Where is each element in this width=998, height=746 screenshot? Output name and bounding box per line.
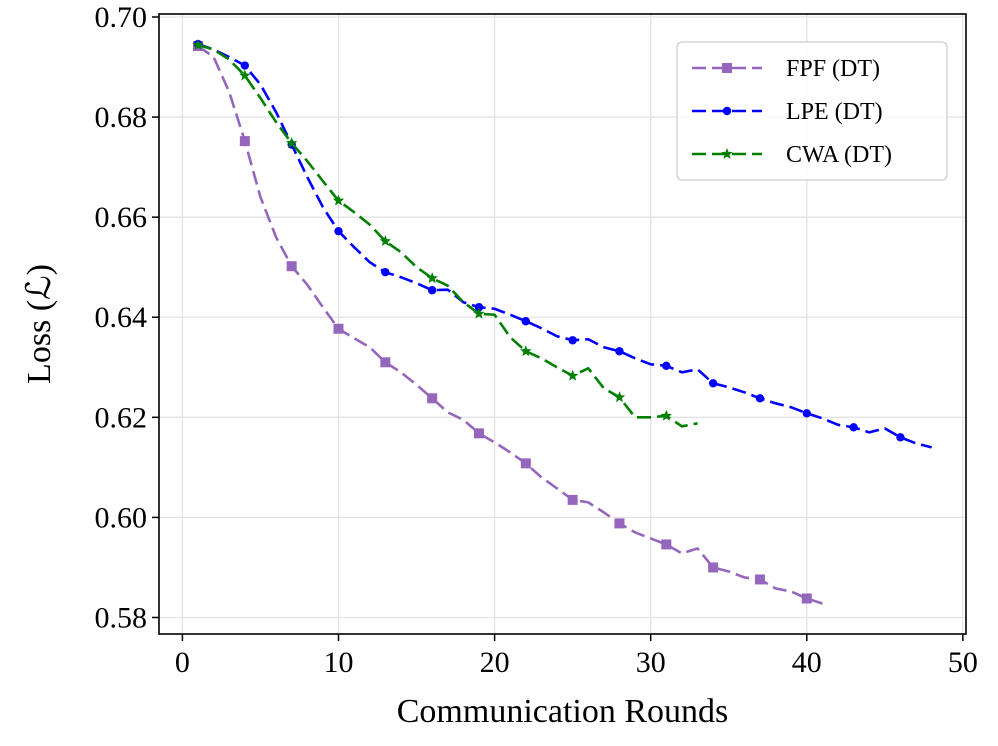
data-point-marker [332,194,345,206]
data-point-marker [615,347,624,356]
data-point-marker [566,369,579,381]
data-point-marker [802,409,811,418]
data-point-marker [333,323,344,334]
series-line [197,44,823,605]
legend-label: LPE (DT) [786,99,883,125]
data-point-marker [754,574,765,585]
data-point-marker [427,393,438,404]
data-point-marker [567,494,578,505]
legend-marker [722,106,732,116]
data-point-marker [662,361,671,370]
y-axis-label: Loss (ℒ) [21,264,58,384]
data-point-marker [521,317,531,326]
data-point-marker [568,336,577,345]
data-point-marker [801,593,812,604]
data-point-marker [661,539,672,550]
axis-ticks: 0 10 20 30 40 50 0.58 0.60 0.62 0.64 0.66 0.68 0.70 [95,1,978,679]
data-point-marker [473,428,484,439]
legend-label: FPF (DT) [786,56,880,82]
data-point-marker [896,433,905,442]
x-axis-label: Communication Rounds [397,693,729,730]
series-fpf [193,41,823,605]
x-tick-label: 30 [636,646,666,679]
data-point-marker [240,61,250,70]
y-tick-label: 0.66 [95,201,148,234]
series-line [197,43,698,428]
legend-item: LPE (DT) [692,99,883,125]
y-tick-label: 0.58 [95,601,148,634]
data-point-marker [427,286,437,295]
data-point-marker [520,345,532,357]
y-tick-label: 0.62 [95,401,148,434]
y-tick-label: 0.68 [95,101,148,134]
data-point-marker [381,268,390,277]
data-point-marker [473,307,485,319]
legend: FPF (DT) LPE (DT) CWA (DT) [676,41,948,181]
data-point-marker [613,391,626,403]
legend-marker [721,148,733,159]
series-lpe [193,39,932,449]
data-point-marker [474,303,484,312]
legend-item: FPF (DT) [692,56,880,82]
data-point-marker [520,458,531,469]
data-point-marker [708,562,719,573]
x-tick-label: 40 [792,646,822,679]
data-point-marker [755,394,765,403]
y-tick-label: 0.60 [95,501,148,534]
data-point-marker [239,136,250,147]
legend-label: CWA (DT) [786,142,892,168]
data-point-marker [708,379,718,388]
x-tick-label: 50 [948,646,978,679]
data-series [192,39,932,605]
y-tick-label: 0.70 [95,1,148,34]
x-tick-label: 20 [480,646,510,679]
plot-frame [158,13,967,635]
y-tick-label: 0.64 [95,301,148,334]
data-point-marker [426,272,438,284]
data-point-marker [660,409,673,421]
data-point-marker [239,69,251,81]
series-cwa [192,39,698,428]
x-tick-label: 0 [175,646,190,679]
data-point-marker [849,423,858,432]
legend-item: CWA (DT) [692,142,892,168]
data-point-marker [285,137,298,148]
data-point-marker [614,518,625,529]
legend-box [676,41,948,181]
data-point-marker [192,39,204,50]
data-point-marker [286,261,297,272]
data-point-marker [379,235,392,247]
legend-marker [722,63,732,73]
x-tick-label: 10 [324,646,354,679]
data-point-marker [380,357,391,368]
data-point-marker [334,226,343,236]
